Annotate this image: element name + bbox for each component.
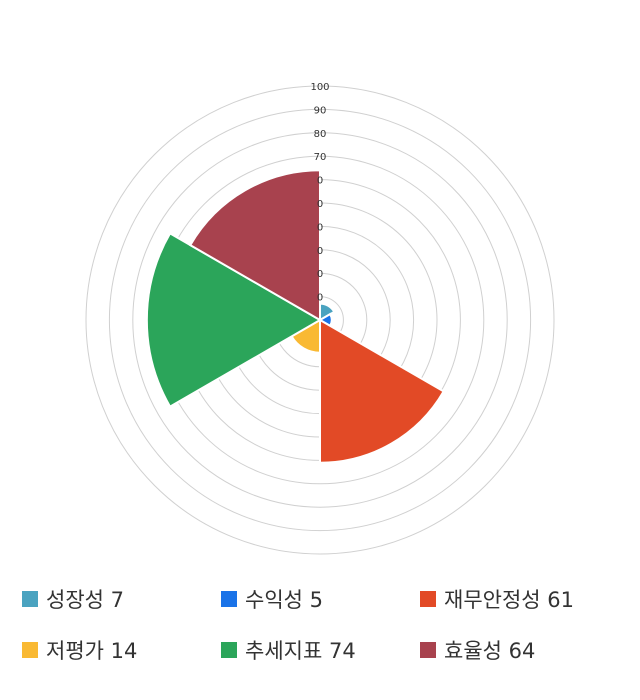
radial-tick-label: 80: [314, 129, 327, 140]
legend-swatch: [22, 591, 38, 607]
radial-tick-label: 100: [310, 82, 329, 93]
legend-item-trend-indicator[interactable]: 추세지표 74: [221, 625, 356, 675]
radial-tick-label: 0: [317, 269, 323, 280]
radial-tick-label: 70: [314, 152, 327, 163]
legend-label: 효율성 64: [444, 639, 536, 663]
radial-tick-label: 0: [317, 199, 323, 210]
legend-label: 재무안정성 61: [444, 588, 574, 612]
grid-ring: [108, 108, 532, 532]
wedge-6[interactable]: [188, 169, 321, 322]
legend-label: 수익성 5: [245, 588, 323, 612]
wedge-3[interactable]: [319, 318, 445, 464]
legend-swatch: [420, 591, 436, 607]
legend-swatch: [22, 642, 38, 658]
legend-swatch: [221, 642, 237, 658]
legend-item-undervaluation[interactable]: 저평가 14: [22, 625, 137, 675]
legend-item-growth[interactable]: 성장성 7: [22, 574, 124, 624]
chart-wedges: [145, 169, 445, 464]
legend-label: 성장성 7: [46, 588, 124, 612]
legend: 성장성 7 수익성 5 재무안정성 61 저평가 14 추세지표 74 효율성 …: [0, 572, 640, 700]
grid-ring: [85, 85, 555, 555]
radial-tick-labels: 100 90 80 70 0 0 0 0 0 0: [310, 82, 329, 304]
radial-tick-label: 0: [317, 246, 323, 257]
grid-ring: [132, 132, 508, 508]
legend-swatch: [420, 642, 436, 658]
radial-tick-label: 0: [317, 176, 323, 187]
legend-item-profitability[interactable]: 수익성 5: [221, 574, 323, 624]
polar-area-chart: 100 90 80 70 0 0 0 0 0 0: [85, 82, 555, 555]
legend-label: 저평가 14: [46, 639, 138, 663]
radial-tick-label: 0: [317, 222, 323, 233]
legend-item-financial-stability[interactable]: 재무안정성 61: [420, 574, 574, 624]
radial-tick-label: 90: [314, 105, 327, 116]
wedge-5[interactable]: [145, 232, 322, 408]
radial-tick-label: 0: [317, 293, 323, 304]
legend-swatch: [221, 591, 237, 607]
legend-label: 추세지표 74: [245, 639, 356, 663]
legend-item-efficiency[interactable]: 효율성 64: [420, 625, 535, 675]
